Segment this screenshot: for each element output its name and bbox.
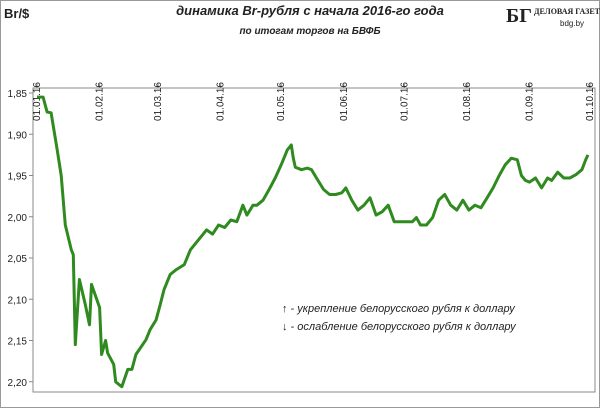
y-tick-label: 2,20 (8, 378, 28, 389)
logo-site: bdg.by (560, 19, 584, 28)
y-axis-label: Br/$ (4, 6, 30, 21)
y-tick-label: 2,05 (8, 254, 28, 265)
y-tick-label: 1,95 (8, 172, 28, 183)
data-line (37, 95, 590, 389)
y-tick-label: 2,10 (8, 295, 28, 306)
x-tick-label: 01.06.16 (339, 82, 350, 121)
x-tick-label: 01.04.16 (216, 82, 227, 121)
x-tick-label: 01.02.16 (95, 82, 106, 121)
y-tick-label: 2,00 (8, 213, 28, 224)
annotation: ↓ - ослабление белорусского рубля к долл… (282, 321, 517, 333)
plot-frame (32, 87, 596, 393)
x-tick-label: 01.09.16 (524, 82, 535, 121)
x-tick-label: 01.01.16 (32, 82, 43, 121)
x-tick-label: 01.05.16 (276, 82, 287, 121)
y-tick-label: 2,15 (8, 337, 28, 348)
x-tick-label: 01.03.16 (153, 82, 164, 121)
x-tick-label: 01.10.16 (585, 82, 596, 121)
y-tick-label: 1,85 (8, 89, 28, 100)
chart-title: динамика Br-рубля с начала 2016-го года (176, 3, 444, 18)
annotation: ↑ - укрепление белорусского рубля к долл… (282, 303, 516, 315)
x-tick-label: 01.07.16 (399, 82, 410, 121)
chart-subtitle: по итогам торгов на БВФБ (239, 26, 380, 37)
x-tick-label: 01.08.16 (462, 82, 473, 121)
y-tick-label: 1,90 (8, 130, 28, 141)
logo-name: ДЕЛОВАЯ ГАЗЕТА (534, 7, 600, 16)
logo-mark: БГ (506, 5, 532, 27)
